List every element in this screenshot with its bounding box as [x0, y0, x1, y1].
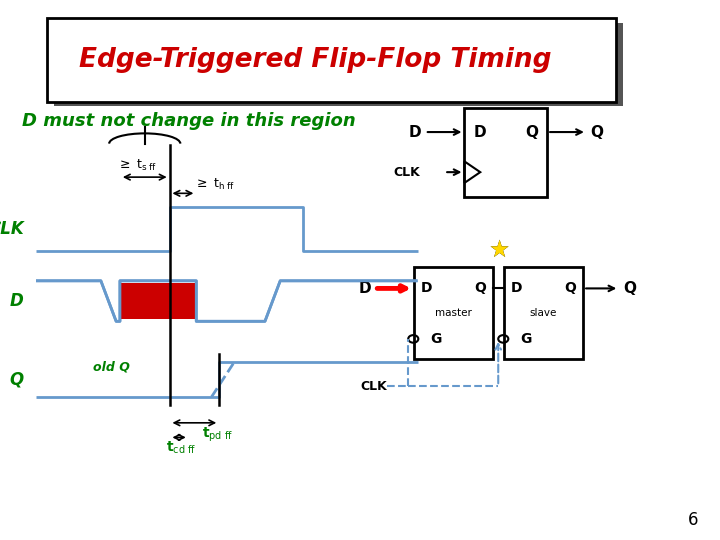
Text: D: D [10, 292, 24, 310]
Bar [504, 267, 583, 359]
Text: CLK: CLK [393, 166, 420, 179]
Text: CLK: CLK [360, 380, 387, 393]
Text: D: D [511, 281, 523, 295]
Text: G: G [430, 332, 441, 346]
Text: Edge-Triggered Flip-Flop Timing: Edge-Triggered Flip-Flop Timing [79, 47, 552, 73]
FancyBboxPatch shape [54, 23, 623, 106]
Bar [464, 108, 547, 197]
Text: 6: 6 [688, 511, 698, 529]
Text: Q: Q [623, 281, 636, 296]
Text: old Q: old Q [94, 361, 130, 374]
Text: $\geq$ t$_{\mathsf{h\ ff}}$: $\geq$ t$_{\mathsf{h\ ff}}$ [194, 177, 235, 192]
Text: Q: Q [590, 125, 603, 139]
Text: ★: ★ [488, 238, 509, 262]
Text: slave: slave [530, 308, 557, 318]
Text: D must not change in this region: D must not change in this region [22, 112, 356, 131]
Text: CLK: CLK [0, 220, 24, 238]
Text: D: D [474, 125, 487, 139]
Bar [120, 283, 197, 319]
Text: t$_{\mathsf{pd\ ff}}$: t$_{\mathsf{pd\ ff}}$ [202, 426, 233, 444]
Text: t$_{\mathsf{cd\ ff}}$: t$_{\mathsf{cd\ ff}}$ [166, 440, 197, 456]
Text: D: D [421, 281, 433, 295]
Text: Q: Q [474, 281, 486, 295]
Text: D: D [408, 125, 421, 139]
Text: master: master [435, 308, 472, 318]
Bar [414, 267, 493, 359]
Text: $\geq$ t$_{\mathsf{s\ ff}}$: $\geq$ t$_{\mathsf{s\ ff}}$ [117, 158, 158, 173]
Text: G: G [520, 332, 531, 346]
Text: Q: Q [525, 125, 538, 139]
Text: Q: Q [564, 281, 576, 295]
Text: ★: ★ [488, 238, 509, 262]
Text: Q: Q [9, 370, 24, 388]
FancyBboxPatch shape [47, 18, 616, 102]
Text: D: D [358, 281, 371, 296]
